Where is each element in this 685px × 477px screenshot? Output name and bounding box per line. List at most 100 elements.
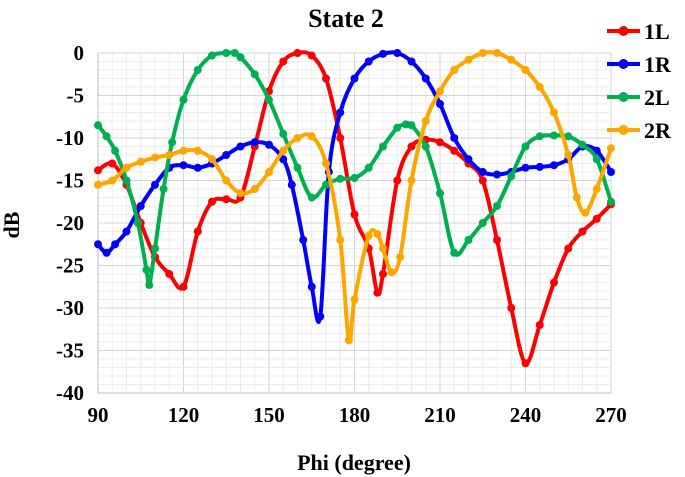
data-point	[493, 170, 501, 179]
data-point	[165, 151, 174, 159]
data-point	[607, 144, 615, 153]
data-point	[450, 66, 459, 74]
data-point	[236, 53, 245, 62]
data-point	[478, 219, 487, 227]
data-point	[94, 166, 102, 175]
data-point	[521, 359, 530, 368]
data-point	[550, 108, 558, 117]
data-point	[279, 146, 288, 155]
data-point	[136, 157, 145, 166]
data-point	[287, 180, 296, 189]
data-point	[521, 66, 530, 74]
x-tick-label: 120	[168, 403, 200, 427]
data-point	[607, 168, 615, 176]
data-point	[436, 189, 444, 198]
series-layer	[94, 49, 615, 368]
data-point	[407, 142, 416, 151]
data-point	[193, 146, 202, 155]
data-point	[250, 185, 259, 193]
data-point	[111, 240, 120, 249]
data-point	[236, 189, 245, 198]
data-point	[450, 248, 459, 257]
data-point	[564, 132, 573, 141]
x-tick-label: 240	[510, 403, 542, 427]
data-point	[265, 168, 273, 176]
data-point	[193, 66, 202, 74]
data-point	[208, 51, 216, 60]
data-point	[151, 153, 159, 162]
data-point	[507, 304, 516, 312]
data-point	[379, 270, 387, 278]
data-point	[179, 282, 188, 291]
data-point	[592, 155, 601, 164]
data-point	[521, 163, 530, 172]
legend: 1L 1R 2L 2R	[607, 19, 672, 143]
x-tick-label: 270	[595, 403, 627, 427]
data-point	[578, 227, 587, 236]
data-point	[396, 253, 405, 261]
data-point	[322, 180, 330, 189]
data-point	[151, 244, 159, 253]
data-point	[564, 244, 573, 253]
series-line	[96, 50, 613, 366]
data-point	[250, 70, 259, 79]
y-tick-label: -25	[56, 254, 84, 278]
x-tick-label: 150	[253, 403, 285, 427]
y-tick-label: 0	[74, 41, 85, 65]
data-point	[111, 146, 120, 155]
data-point	[379, 49, 387, 58]
data-point	[102, 248, 111, 257]
x-axis-label: Phi (degree)	[297, 450, 411, 475]
y-tick-label: -15	[56, 169, 84, 193]
data-point	[230, 49, 239, 57]
y-axis-label: dB	[0, 211, 24, 238]
data-point	[535, 132, 544, 141]
series-2L	[94, 49, 615, 290]
data-point	[122, 163, 131, 172]
data-point	[407, 121, 416, 130]
data-point	[364, 231, 373, 240]
data-point	[493, 236, 501, 244]
legend-item-1R: 1R	[607, 52, 672, 77]
data-point	[550, 131, 558, 140]
data-point	[535, 321, 544, 329]
data-point	[592, 214, 601, 223]
legend-swatch-marker	[618, 92, 629, 102]
data-point	[550, 278, 558, 287]
x-tick-label: 180	[339, 403, 371, 427]
data-point	[344, 336, 353, 345]
legend-swatch-marker	[618, 125, 629, 135]
data-point	[464, 236, 473, 244]
data-point	[436, 87, 444, 96]
legend-label: 1L	[644, 19, 670, 44]
data-point	[350, 173, 359, 182]
data-point	[299, 236, 308, 244]
data-point	[307, 132, 316, 141]
data-point	[407, 176, 416, 185]
data-point	[307, 51, 316, 60]
legend-item-2L: 2L	[607, 85, 670, 110]
data-point	[151, 180, 159, 189]
data-point	[478, 168, 487, 176]
data-point	[316, 312, 325, 321]
data-point	[607, 197, 615, 206]
data-point	[293, 163, 302, 172]
data-point	[165, 270, 174, 278]
data-point	[364, 57, 373, 66]
axes: 90 120 150 180 210 240 270 0 -5 -10 -15 -20 -25 -30 -3…	[56, 41, 627, 427]
data-point	[393, 49, 402, 57]
data-point	[421, 142, 430, 151]
x-tick-label: 90	[88, 403, 109, 427]
y-tick-label: -40	[56, 381, 84, 405]
data-point	[102, 132, 111, 141]
data-point	[393, 176, 402, 185]
data-point	[94, 180, 102, 189]
y-tick-label: -10	[56, 126, 84, 150]
data-point	[364, 163, 373, 172]
data-point	[464, 155, 473, 164]
data-point	[350, 295, 359, 304]
data-point	[307, 193, 316, 202]
data-point	[179, 146, 188, 155]
data-point	[450, 146, 459, 155]
data-point	[208, 155, 216, 164]
